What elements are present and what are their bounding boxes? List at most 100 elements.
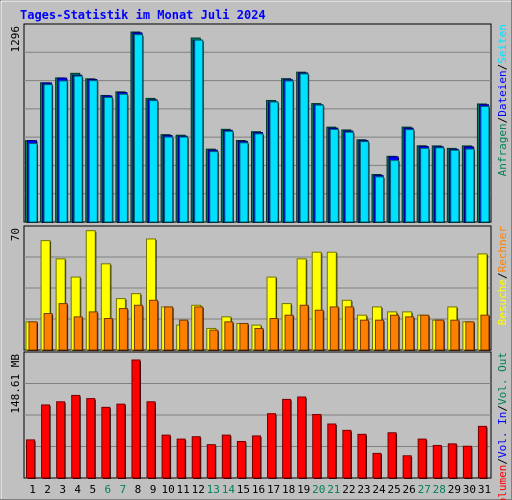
legend-separator: / [496,458,509,465]
bar-volumen [86,398,96,479]
bar-volumen [372,452,382,479]
day-label: 19 [297,483,310,496]
bar-seiten [254,133,264,223]
day-label: 9 [150,483,157,496]
ymax-label: 70 [9,228,22,241]
bar-volumen [402,455,413,479]
legends: Anfragen/Dateien/SeitenBesuche/RechnerVo… [496,24,509,500]
day-label: 13 [207,483,220,496]
day-labels: 1 2 3 4 5 6 7 8 9 10 11 12 13 14 15 16 17 18 19 20 21 22 23 24 2… [29,483,491,496]
day-label: 8 [135,483,142,496]
bar-seiten [103,97,114,223]
bar-rechner [299,304,310,351]
bar-seiten [284,80,295,223]
day-label: 1 [29,483,36,496]
day-label: 7 [120,483,127,496]
bar-rechner [103,318,114,351]
bar-seiten [224,130,234,223]
panel-middle: 70 [9,225,492,351]
legend-entry: Vol. In [496,412,509,458]
legend-top: Anfragen/Dateien/Seiten [496,24,509,176]
bar-seiten [359,141,370,223]
bar-rechner [344,306,355,351]
bar-rechner [179,319,189,351]
bar-volumen [131,359,141,479]
bar-rechner [73,316,84,351]
legend-separator: / [496,117,509,124]
bar-rechner [164,306,174,351]
day-label: 18 [282,483,295,496]
bar-rechner [390,314,400,351]
bar-seiten [133,34,144,224]
bar-volumen [146,401,157,479]
bar-volumen [357,433,367,479]
day-label: 28 [433,483,446,496]
day-label: 20 [312,483,325,496]
legend-middle: Besuche/Rechner [496,226,509,326]
day-label: 15 [237,483,250,496]
bar-seiten [239,142,249,223]
bar-volumen [447,443,458,479]
bar-rechner [58,303,69,351]
bar-rechner [88,311,99,351]
bar-rechner [405,316,415,351]
bar-rechner [149,299,159,351]
bar-seiten [390,159,400,223]
legend-entry: Anfragen [496,123,509,176]
bar-rechner [28,321,38,351]
bar-seiten [118,93,129,223]
day-label: 14 [222,483,236,496]
bar-rechner [224,321,234,351]
legend-entry: Seiten [496,24,509,64]
legend-bottom: Volumen/Vol. In/Vol. Out [496,352,509,500]
bar-seiten [480,105,490,223]
day-label: 25 [387,483,400,496]
bar-volumen [477,425,488,479]
ymax-label: 148.61 MB [9,354,22,414]
legend-entry: Besuche [496,279,509,325]
bar-volumen [267,413,277,479]
bar-rechner [209,329,219,351]
day-label: 17 [267,483,280,496]
bar-seiten [269,101,280,223]
bar-seiten [73,75,84,224]
bar-volumen [191,436,202,479]
bar-rechner [254,327,264,351]
bar-seiten [194,39,204,224]
bar-rechner [194,306,204,351]
bar-rechner [435,319,445,351]
bar-seiten [314,104,325,223]
panel-bottom: 148.61 MB [9,351,492,479]
bar-seiten [58,80,69,223]
bar-volumen [221,434,232,479]
bar-rechner [133,304,144,351]
bar-volumen [312,413,322,479]
bar-rechner [374,319,385,351]
legend-separator: / [496,405,509,412]
ymax-label: 1296 [9,26,22,53]
bar-volumen [297,396,307,479]
bar-volumen [327,423,337,479]
bar-volumen [26,439,36,479]
legend-entry: Vol. Out [496,352,509,405]
bar-volumen [342,429,352,479]
bar-rechner [450,319,460,351]
bar-seiten [405,129,415,223]
bar-volumen [462,445,473,479]
bar-rechner [329,306,340,351]
bar-volumen [161,434,172,479]
bar-seiten [164,136,174,223]
legend-entry: Volumen [496,465,509,500]
bar-seiten [374,176,385,223]
day-label: 21 [327,483,340,496]
bar-seiten [344,131,355,223]
bar-seiten [43,84,54,224]
bar-volumen [116,403,126,479]
bar-seiten [88,80,99,223]
day-label: 5 [89,483,96,496]
day-label: 2 [44,483,51,496]
bar-volumen [41,404,51,479]
day-label: 4 [74,483,81,496]
bar-seiten [179,136,189,223]
